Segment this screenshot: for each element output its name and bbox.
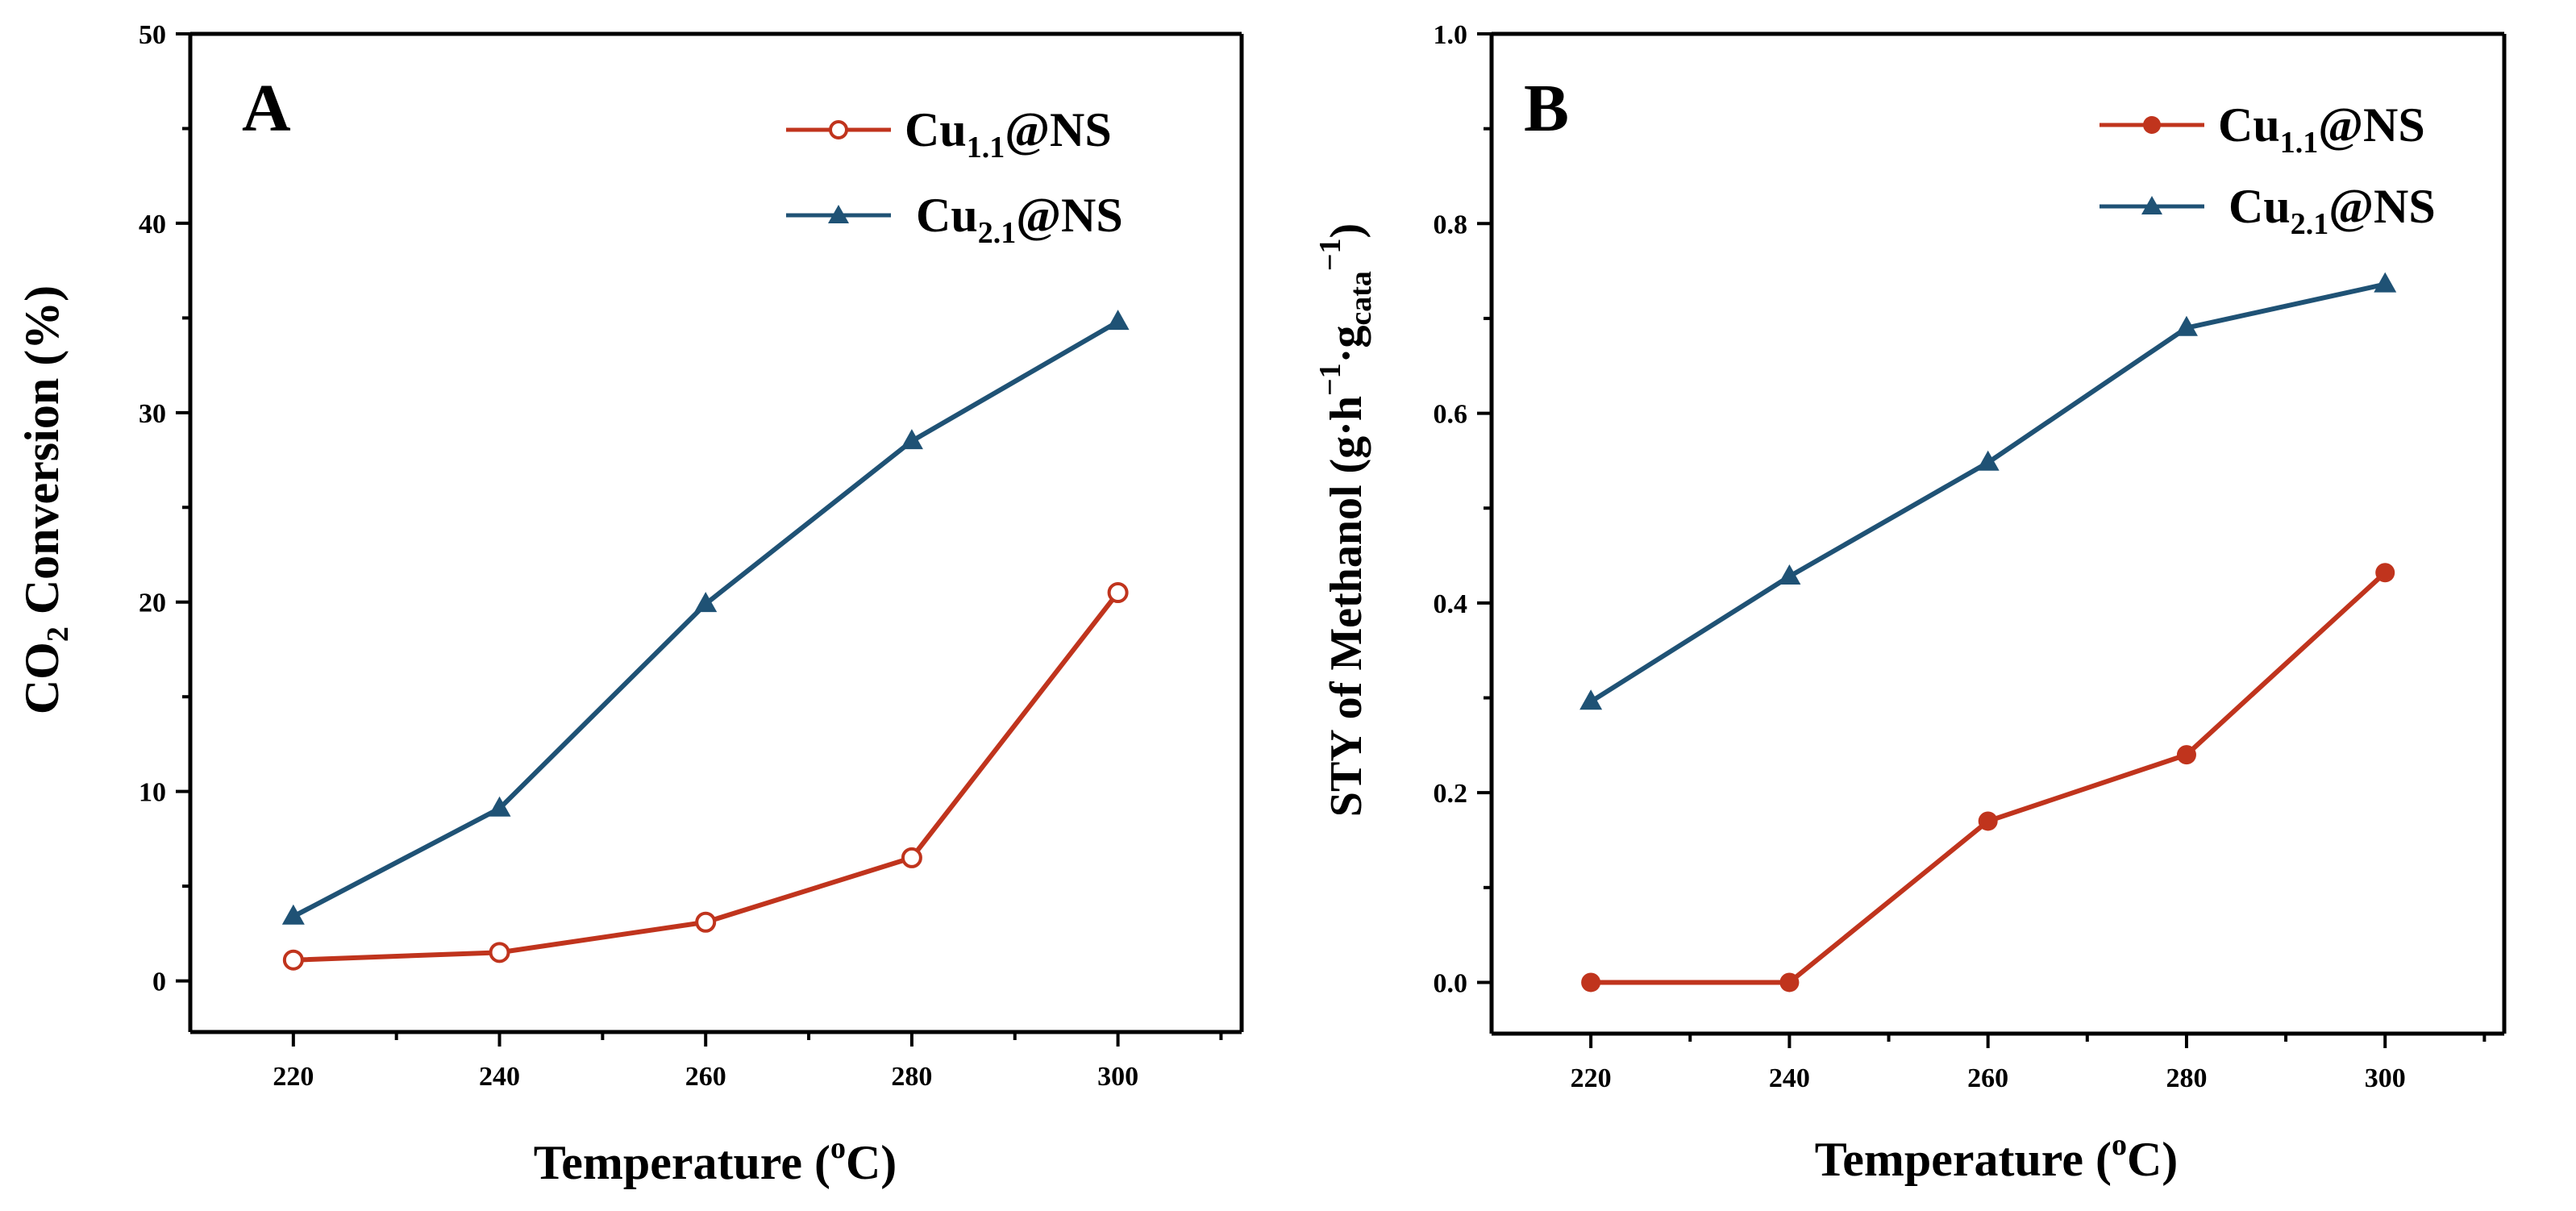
panel-b-legend: Cu1.1@NS Cu2.1@NS	[2100, 98, 2436, 241]
panel-b-series-2-point	[2374, 272, 2397, 293]
panel-b-x-tick-label: 300	[2365, 1063, 2406, 1093]
panel-b-x-tick-label: 220	[1571, 1063, 1612, 1093]
panel-b-y-tick-label: 0.6	[1434, 400, 1468, 430]
panel-a-series-2-line	[292, 319, 1120, 919]
panel-a-series-2-point	[694, 592, 718, 613]
panel-a-axes: 220 240 260 280 300 0 10 20 30 40 50	[139, 20, 1244, 1092]
panel-b-series-2-point	[2174, 315, 2198, 336]
panel-b-legend-label-2-suffix: @NS	[2328, 180, 2436, 233]
panel-b-legend-label-2: Cu2.1@NS	[2229, 180, 2436, 241]
panel-a-legend-marker-2	[828, 205, 849, 223]
panel-a-series	[281, 310, 1130, 971]
panel-a-legend-label-1-sub: 1.1	[967, 131, 1005, 164]
panel-a-y-tick-label: 10	[139, 778, 166, 808]
panel-a-y-tick-label: 30	[139, 399, 166, 429]
panel-b-legend-label-1: Cu1.1@NS	[2218, 98, 2425, 160]
panel-a-legend-marker-1	[829, 120, 848, 139]
panel-a-y-axis-title: CO2 Conversion (%)	[15, 285, 75, 714]
panel-a-x-tick-label: 220	[273, 1062, 314, 1092]
panel-a-legend-label-2-suffix: @NS	[1016, 189, 1123, 242]
panel-a-series-1-line	[293, 591, 1120, 963]
panel-a: 220 240 260 280 300 0 10 20 30 40 50 A CO2 Convers…	[15, 20, 1244, 1189]
panel-b-legend-label-2-sub: 2.1	[2291, 207, 2329, 241]
panel-a-legend-label-1-suffix: @NS	[1005, 103, 1112, 156]
panel-b-y-tick-label: 0.0	[1434, 968, 1468, 998]
panel-b-series-2-point	[1778, 564, 1801, 585]
panel-b-series-1-point	[1779, 972, 1800, 993]
panel-a-legend-label-1-base: Cu	[905, 103, 967, 156]
panel-b-series-2-point	[1579, 689, 1603, 710]
panel-a-series-1-point	[1107, 581, 1129, 603]
panel-b-legend-entry-1: Cu1.1@NS	[2100, 98, 2425, 160]
panel-a-y-tick-label: 50	[139, 20, 166, 50]
panel-a-y-tick-label: 40	[139, 210, 166, 239]
panel-b-series-1-point	[1978, 811, 1998, 831]
panel-b-legend-label-1-sub: 1.1	[2280, 126, 2319, 160]
panel-b-axes: 220 240 260 280 300 0.0 0.2 0.4 0.6 0.8 1.0	[1434, 20, 2507, 1093]
panel-a-legend-entry-1: Cu1.1@NS	[786, 103, 1112, 164]
panel-a-series-2-point	[900, 429, 923, 450]
panel-b-legend-label-1-base: Cu	[2218, 98, 2280, 152]
panel-a-series-2-point	[1106, 310, 1130, 331]
panel-a-legend-label-1: Cu1.1@NS	[905, 103, 1112, 164]
panel-b-series-1-line	[1591, 571, 2387, 985]
panel-b-series-1-point	[1581, 972, 1601, 993]
panel-a-series-2-point	[281, 904, 305, 925]
panel-b-y-axis-title: STY of Methanol (g·h−1·gcata−1)	[1313, 223, 1378, 817]
panel-a-series-1-point	[695, 911, 717, 933]
panel-a-x-tick-label: 280	[891, 1062, 932, 1092]
panel-a-legend-label-2-base: Cu	[916, 189, 978, 242]
panel-b: 220 240 260 280 300 0.0 0.2 0.4 0.6 0.8 1.0 B STY …	[1313, 20, 2507, 1186]
panel-a-letter: A	[242, 71, 291, 146]
panel-b-series-2-line	[1589, 281, 2386, 704]
panel-a-legend-entry-2: Cu2.1@NS	[786, 189, 1123, 250]
panel-a-y-tick-label: 0	[152, 968, 166, 997]
panel-a-y-tick-label: 20	[139, 589, 166, 618]
panel-b-x-tick-label: 280	[2166, 1063, 2207, 1093]
panel-b-x-axis-title: Temperature (oC)	[1815, 1128, 2179, 1186]
panel-b-legend-label-1-suffix: @NS	[2318, 98, 2425, 152]
panel-a-legend: Cu1.1@NS Cu2.1@NS	[786, 103, 1123, 250]
panel-a-legend-label-2: Cu2.1@NS	[916, 189, 1123, 250]
panel-b-legend-label-2-base: Cu	[2229, 180, 2291, 233]
panel-a-series-1-point	[901, 847, 922, 868]
panel-b-y-tick-label: 0.2	[1434, 779, 1468, 809]
panel-a-x-tick-label: 260	[685, 1062, 726, 1092]
panel-a-series-2-point	[488, 796, 511, 817]
panel-a-series-1-point	[489, 942, 510, 963]
panel-b-letter: B	[1524, 71, 1569, 146]
panel-a-x-axis-title: Temperature (oC)	[534, 1131, 897, 1189]
panel-b-series-1-point	[2176, 745, 2196, 765]
panel-b-legend-marker-1	[2143, 116, 2161, 134]
panel-a-x-tick-label: 300	[1097, 1062, 1138, 1092]
panel-b-series-1-point	[2375, 563, 2395, 583]
panel-b-legend-entry-2: Cu2.1@NS	[2100, 180, 2436, 241]
panel-b-legend-marker-2	[2141, 196, 2162, 214]
panel-a-series-1-point	[282, 949, 304, 971]
panel-b-y-tick-label: 1.0	[1434, 20, 1468, 50]
panel-a-legend-label-2-sub: 2.1	[978, 216, 1017, 250]
panel-b-x-tick-label: 260	[1967, 1063, 2008, 1093]
panel-b-series	[1579, 272, 2397, 993]
panel-b-y-tick-label: 0.8	[1434, 210, 1468, 239]
panel-a-x-tick-label: 240	[479, 1062, 520, 1092]
panel-b-x-tick-label: 240	[1769, 1063, 1810, 1093]
panel-b-y-tick-label: 0.4	[1434, 589, 1468, 619]
panel-b-series-2-point	[1976, 450, 2000, 471]
